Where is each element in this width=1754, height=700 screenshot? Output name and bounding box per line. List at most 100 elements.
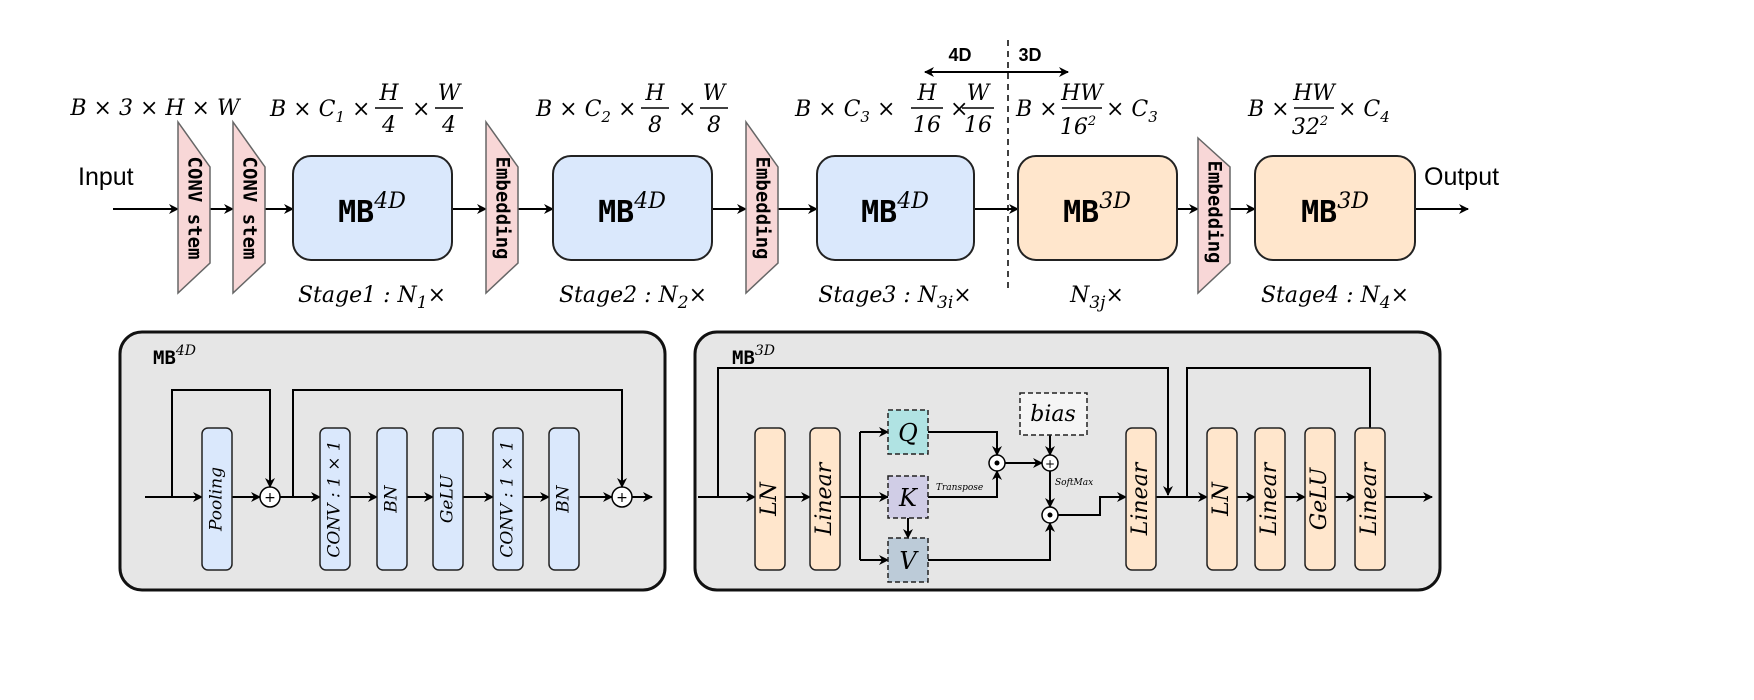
- ln-block: LN: [1206, 427, 1238, 571]
- dim-stage1: B × C1 × H 4 × W 4: [269, 81, 463, 138]
- svg-text:16: 16: [913, 113, 941, 138]
- conv1x1-block: CONV : 1 × 1: [492, 427, 524, 571]
- embedding-label: Embedding: [1204, 161, 1226, 264]
- svg-text:×: ×: [950, 97, 968, 122]
- svg-text:BN: BN: [382, 484, 402, 513]
- svg-text:LN: LN: [757, 481, 782, 517]
- mb3d-block-stage4: MB3D: [1254, 155, 1416, 261]
- conv-stem-1: CONV stem: [177, 119, 211, 295]
- conv-stem-label: CONV stem: [239, 157, 261, 260]
- svg-text:HW: HW: [1060, 81, 1105, 106]
- svg-text:V: V: [899, 547, 919, 575]
- svg-text:bias: bias: [1030, 402, 1076, 427]
- mb3d-detail-panel: MB3D + Transpose SoftMax Q K V b: [693, 330, 1442, 592]
- svg-text:HW: HW: [1292, 81, 1337, 106]
- svg-text:BN: BN: [554, 484, 574, 513]
- embedding-1: Embedding: [485, 119, 519, 295]
- svg-text:H: H: [644, 81, 665, 106]
- stage-label-3j: N3j×: [1069, 283, 1124, 313]
- matmul-node: [1041, 506, 1059, 524]
- dimension-divider: 4D 3D: [924, 40, 1069, 292]
- svg-text:K: K: [898, 484, 919, 512]
- bias-block: bias: [1019, 392, 1088, 436]
- svg-text:MB4D: MB4D: [338, 189, 406, 230]
- svg-text:GeLU: GeLU: [438, 474, 458, 523]
- svg-text:B ×: B ×: [1015, 97, 1058, 122]
- dim-input: B × 3 × H × W: [69, 96, 242, 121]
- stage-label-3: Stage3 : N3i×: [818, 283, 971, 313]
- top-pipeline: Input Output CONV stem CONV stem: [69, 40, 1499, 313]
- svg-text:× C4: × C4: [1338, 97, 1390, 126]
- bn-block: BN: [548, 427, 580, 571]
- mb4d-detail-panel: MB4D + + Pooling CONV : 1 × 1 BN GeLU CO…: [118, 330, 667, 592]
- conv-stem-2: CONV stem: [232, 119, 266, 295]
- linear-block: Linear: [1354, 427, 1386, 571]
- svg-text:Linear: Linear: [1257, 461, 1282, 536]
- svg-text:MB3D: MB3D: [1063, 189, 1131, 230]
- mb4d-block-stage1: MB4D: [292, 155, 453, 261]
- svg-text:322: 322: [1292, 114, 1328, 140]
- stage-label-2: Stage2 : N2×: [559, 283, 707, 313]
- svg-text:× C3: × C3: [1106, 97, 1158, 126]
- svg-text:LN: LN: [1209, 481, 1234, 517]
- dim-stage2: B × C2 × H 8 × W 8: [535, 81, 728, 138]
- bn-block: BN: [376, 427, 408, 571]
- embedding-3: Embedding: [1197, 136, 1231, 295]
- matmul-node: [988, 454, 1006, 472]
- svg-text:8: 8: [707, 113, 721, 138]
- conv-stem-label: CONV stem: [184, 157, 206, 260]
- v-block: V: [887, 537, 929, 583]
- dim-stage3-4d: B × C3 × H 16 × W 16: [794, 81, 994, 138]
- linear-block: Linear: [1125, 427, 1157, 571]
- svg-text:MB4D: MB4D: [153, 343, 196, 369]
- gelu-block: GeLU: [1304, 427, 1336, 571]
- dim-stage3-3d: B × HW 162 × C3: [1015, 81, 1158, 140]
- add-node: +: [259, 486, 281, 508]
- pooling-block: Pooling: [201, 427, 233, 571]
- svg-text:×: ×: [678, 97, 696, 122]
- linear-block: Linear: [1254, 427, 1286, 571]
- svg-text:W: W: [438, 81, 463, 106]
- add-node: +: [611, 486, 633, 508]
- svg-text:8: 8: [648, 113, 662, 138]
- svg-text:H: H: [916, 81, 937, 106]
- label-3d: 3D: [1018, 45, 1041, 65]
- svg-text:GeLU: GeLU: [1307, 466, 1332, 530]
- softmax-label: SoftMax: [1055, 478, 1093, 488]
- q-block: Q: [887, 409, 929, 455]
- dim-stage4: B × HW 322 × C4: [1247, 81, 1390, 140]
- embedding-2: Embedding: [745, 119, 779, 295]
- input-label: Input: [78, 163, 134, 191]
- svg-text:B × C2 ×: B × C2 ×: [535, 97, 636, 126]
- svg-text:B × C1 ×: B × C1 ×: [269, 97, 370, 126]
- stage-label-1: Stage1 : N1×: [298, 283, 446, 313]
- svg-text:+: +: [1045, 457, 1055, 471]
- svg-text:MB4D: MB4D: [598, 189, 666, 230]
- svg-text:MB4D: MB4D: [861, 189, 929, 230]
- svg-text:162: 162: [1060, 114, 1096, 140]
- svg-text:H: H: [378, 81, 399, 106]
- svg-text:MB3D: MB3D: [1301, 189, 1369, 230]
- label-4d: 4D: [948, 45, 971, 65]
- conv1x1-block: CONV : 1 × 1: [319, 427, 351, 571]
- mb4d-block-stage2: MB4D: [552, 155, 713, 261]
- linear-block: Linear: [809, 427, 841, 571]
- svg-text:Linear: Linear: [1357, 461, 1382, 536]
- svg-text:Linear: Linear: [812, 461, 837, 536]
- mb3d-block-stage3: MB3D: [1017, 155, 1178, 261]
- stage-label-4: Stage4 : N4×: [1261, 283, 1409, 313]
- svg-text:Q: Q: [898, 419, 918, 447]
- svg-text:B ×: B ×: [1247, 97, 1290, 122]
- svg-text:16: 16: [964, 113, 992, 138]
- svg-text:4: 4: [381, 113, 396, 138]
- svg-text:B × C3 ×: B × C3 ×: [794, 97, 895, 126]
- svg-text:MB3D: MB3D: [732, 343, 775, 369]
- svg-text:CONV : 1 × 1: CONV : 1 × 1: [498, 440, 518, 557]
- ln-block: LN: [754, 427, 786, 571]
- svg-text:W: W: [703, 81, 728, 106]
- svg-text:+: +: [616, 490, 628, 506]
- svg-text:+: +: [264, 490, 276, 506]
- embedding-label: Embedding: [752, 157, 774, 260]
- svg-text:4: 4: [441, 113, 456, 138]
- svg-text:W: W: [967, 81, 992, 106]
